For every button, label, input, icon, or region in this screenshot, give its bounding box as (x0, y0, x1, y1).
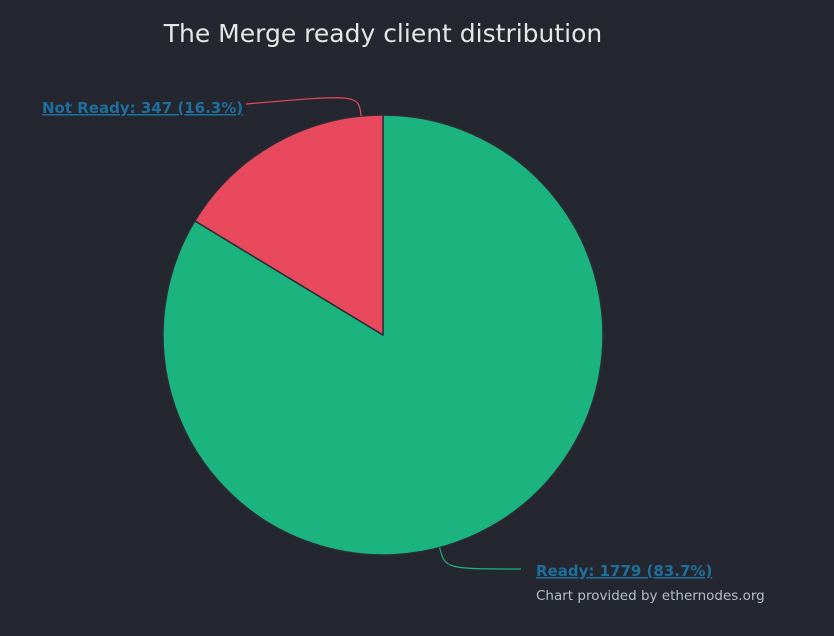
pie-slice-not-ready[interactable] (194, 114, 384, 336)
chart-title: The Merge ready client distribution (163, 19, 603, 48)
leader-line-ready (439, 547, 522, 570)
slice-label-not-ready[interactable]: Not Ready: 347 (16.3%) (42, 99, 243, 117)
slice-label-ready[interactable]: Ready: 1779 (83.7%) (536, 562, 712, 580)
label-leader-lines (245, 97, 522, 570)
chart-credit[interactable]: Chart provided by ethernodes.org (536, 588, 765, 604)
leader-line-not-ready (245, 97, 362, 117)
pie-slices (162, 114, 604, 556)
